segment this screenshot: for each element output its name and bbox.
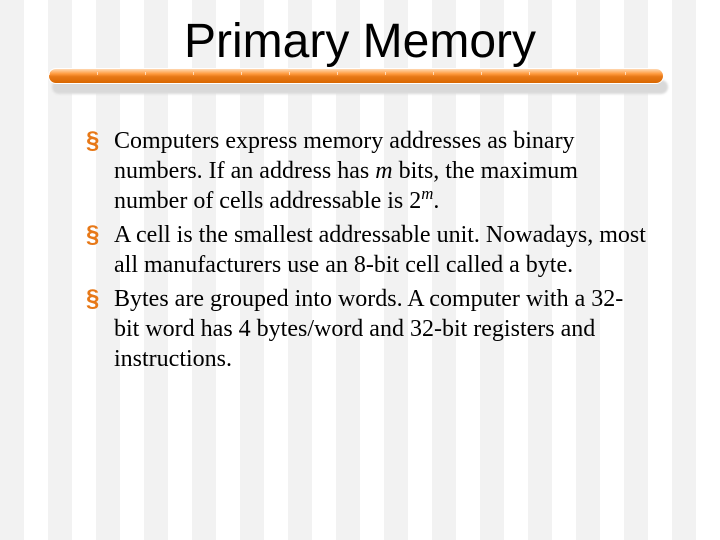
bullet-list: § Computers express memory addresses as … <box>86 126 646 378</box>
list-item: § A cell is the smallest addressable uni… <box>86 220 646 280</box>
divider-bar <box>48 68 664 84</box>
bullet-icon: § <box>86 126 114 216</box>
divider-ticks <box>49 72 663 75</box>
bullet-text: Computers express memory addresses as bi… <box>114 126 646 216</box>
bullet-icon: § <box>86 284 114 374</box>
list-item: § Computers express memory addresses as … <box>86 126 646 216</box>
page-title: Primary Memory <box>0 14 720 69</box>
superscript-run: m <box>421 184 433 203</box>
title-divider <box>48 68 664 92</box>
slide: Primary Memory § Computers express memor… <box>0 0 720 540</box>
bullet-text: Bytes are grouped into words. A computer… <box>114 284 646 374</box>
text-run: Bytes are grouped into words. A computer… <box>114 286 623 372</box>
italic-run: m <box>375 158 392 184</box>
text-run: A cell is the smallest addressable unit.… <box>114 222 646 278</box>
bullet-text: A cell is the smallest addressable unit.… <box>114 220 646 280</box>
bullet-icon: § <box>86 220 114 280</box>
text-run: . <box>433 188 439 214</box>
list-item: § Bytes are grouped into words. A comput… <box>86 284 646 374</box>
